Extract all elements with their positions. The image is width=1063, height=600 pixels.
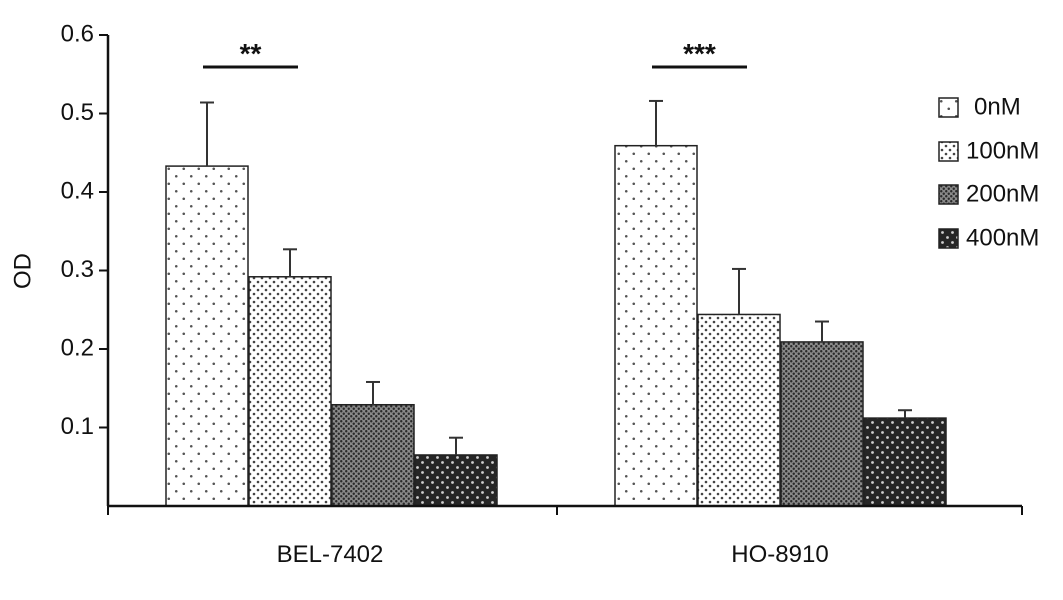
y-tick-label: 0.5 [61,99,94,126]
axes [106,35,1023,515]
category-label: BEL-7402 [277,541,384,568]
bar-bel-7402-200nm [331,403,415,507]
error-bars [200,99,912,455]
significance-label: ** [240,38,262,69]
y-tick-label: 0.6 [61,20,94,47]
bar-ho-8910-100nm [697,313,781,507]
y-tick-label: 0.3 [61,256,94,283]
y-tick-label: 0.2 [61,334,94,361]
y-tick-label: 0.1 [61,413,94,440]
legend: 0nM 100nM 200nM 400nM [938,93,1039,251]
bar-ho-8910-0nm [614,144,698,507]
significance-markers: ** *** [203,38,747,69]
legend-label: 0nM [974,93,1021,120]
bar-bel-7402-100nm [248,276,332,507]
significance-label: *** [683,38,716,69]
legend-swatch [938,228,959,249]
legend-label: 400nM [966,224,1039,251]
bar-bel-7402-0nm [165,165,249,507]
category-label: HO-8910 [731,541,828,568]
legend-label: 200nM [966,180,1039,207]
legend-label: 100nM [966,137,1039,164]
bar-ho-8910-200nm [780,341,864,507]
legend-swatch [938,141,959,162]
y-tick-label: 0.4 [61,177,94,204]
legend-swatch [938,184,959,205]
bar-group [165,144,947,507]
category-labels: BEL-7402 HO-8910 [277,541,829,568]
legend-swatch [938,97,959,118]
y-axis-label: OD [9,253,36,289]
bar-bel-7402-400nm [414,454,498,507]
y-axis-ticks: 0.1 0.2 0.3 0.4 0.5 0.6 [61,20,108,440]
bar-ho-8910-400nm [863,417,947,507]
